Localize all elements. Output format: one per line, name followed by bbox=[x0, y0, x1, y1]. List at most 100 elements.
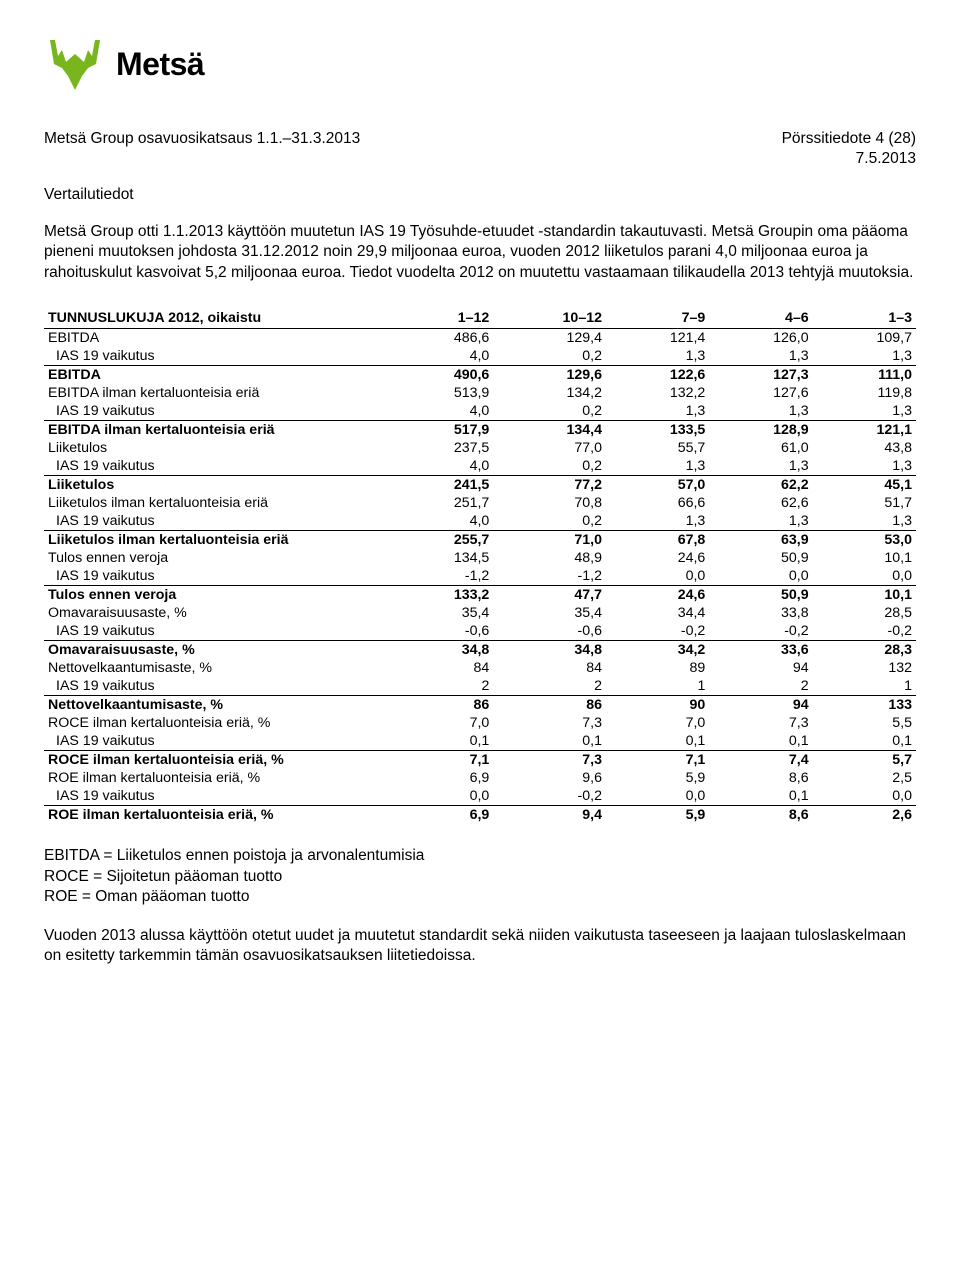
row-value: 0,1 bbox=[493, 732, 606, 751]
col-header: 1–3 bbox=[813, 309, 916, 329]
row-value: 241,5 bbox=[390, 476, 493, 495]
row-value: 94 bbox=[709, 696, 812, 715]
row-value: 9,4 bbox=[493, 806, 606, 825]
table-row: Tulos ennen veroja134,548,924,650,910,1 bbox=[44, 549, 916, 567]
table-row: IAS 19 vaikutus22121 bbox=[44, 677, 916, 696]
row-label: Liiketulos bbox=[44, 476, 390, 495]
document-header-row: Metsä Group osavuosikatsaus 1.1.–31.3.20… bbox=[44, 130, 916, 148]
row-label: IAS 19 vaikutus bbox=[44, 677, 390, 696]
logo: Metsä bbox=[44, 38, 916, 90]
row-value: 8,6 bbox=[709, 806, 812, 825]
row-value: 33,8 bbox=[709, 604, 812, 622]
row-label: ROCE ilman kertaluonteisia eriä, % bbox=[44, 751, 390, 770]
row-value: 0,1 bbox=[709, 732, 812, 751]
row-value: 10,1 bbox=[813, 586, 916, 605]
table-row: ROCE ilman kertaluonteisia eriä, %7,17,3… bbox=[44, 751, 916, 770]
row-value: 1,3 bbox=[709, 457, 812, 476]
row-value: 7,3 bbox=[709, 714, 812, 732]
row-label: ROCE ilman kertaluonteisia eriä, % bbox=[44, 714, 390, 732]
row-value: 486,6 bbox=[390, 329, 493, 348]
row-label: Liiketulos bbox=[44, 439, 390, 457]
row-label: Omavaraisuusaste, % bbox=[44, 641, 390, 660]
row-value: 5,9 bbox=[606, 806, 709, 825]
table-row: Omavaraisuusaste, %34,834,834,233,628,3 bbox=[44, 641, 916, 660]
row-value: 132 bbox=[813, 659, 916, 677]
row-value: 57,0 bbox=[606, 476, 709, 495]
row-value: 111,0 bbox=[813, 366, 916, 385]
row-label: Liiketulos ilman kertaluonteisia eriä bbox=[44, 531, 390, 550]
row-label: ROE ilman kertaluonteisia eriä, % bbox=[44, 806, 390, 825]
row-value: 0,2 bbox=[493, 512, 606, 531]
table-row: ROE ilman kertaluonteisia eriä, %6,99,65… bbox=[44, 769, 916, 787]
table-row: Liiketulos241,577,257,062,245,1 bbox=[44, 476, 916, 495]
row-value: 89 bbox=[606, 659, 709, 677]
table-row: IAS 19 vaikutus4,00,21,31,31,3 bbox=[44, 347, 916, 366]
row-label: IAS 19 vaikutus bbox=[44, 402, 390, 421]
row-value: 132,2 bbox=[606, 384, 709, 402]
table-row: IAS 19 vaikutus0,10,10,10,10,1 bbox=[44, 732, 916, 751]
row-label: IAS 19 vaikutus bbox=[44, 457, 390, 476]
row-value: 0,0 bbox=[709, 567, 812, 586]
row-value: -1,2 bbox=[493, 567, 606, 586]
row-value: 77,2 bbox=[493, 476, 606, 495]
row-value: 134,5 bbox=[390, 549, 493, 567]
row-value: 2 bbox=[493, 677, 606, 696]
row-value: 490,6 bbox=[390, 366, 493, 385]
document-date: 7.5.2013 bbox=[44, 150, 916, 168]
row-value: 24,6 bbox=[606, 549, 709, 567]
table-row: IAS 19 vaikutus0,0-0,20,00,10,0 bbox=[44, 787, 916, 806]
row-value: 45,1 bbox=[813, 476, 916, 495]
row-value: 48,9 bbox=[493, 549, 606, 567]
row-value: 119,8 bbox=[813, 384, 916, 402]
row-value: -0,6 bbox=[390, 622, 493, 641]
row-value: 1,3 bbox=[709, 402, 812, 421]
row-value: 34,8 bbox=[493, 641, 606, 660]
row-value: 133,2 bbox=[390, 586, 493, 605]
row-value: 1,3 bbox=[709, 512, 812, 531]
row-value: 6,9 bbox=[390, 769, 493, 787]
row-value: 6,9 bbox=[390, 806, 493, 825]
row-label: Nettovelkaantumisaste, % bbox=[44, 659, 390, 677]
row-value: 7,0 bbox=[606, 714, 709, 732]
row-value: 28,3 bbox=[813, 641, 916, 660]
row-value: 84 bbox=[493, 659, 606, 677]
definitions: EBITDA = Liiketulos ennen poistoja ja ar… bbox=[44, 846, 916, 907]
table-row: IAS 19 vaikutus-1,2-1,20,00,00,0 bbox=[44, 567, 916, 586]
row-value: 4,0 bbox=[390, 457, 493, 476]
row-value: 86 bbox=[493, 696, 606, 715]
table-row: Liiketulos ilman kertaluonteisia eriä251… bbox=[44, 494, 916, 512]
row-value: 126,0 bbox=[709, 329, 812, 348]
row-value: 121,1 bbox=[813, 421, 916, 440]
row-value: 237,5 bbox=[390, 439, 493, 457]
table-header-row: TUNNUSLUKUJA 2012, oikaistu 1–12 10–12 7… bbox=[44, 309, 916, 329]
section-heading: Vertailutiedot bbox=[44, 186, 916, 204]
row-value: 5,5 bbox=[813, 714, 916, 732]
row-value: 0,2 bbox=[493, 347, 606, 366]
table-row: EBITDA ilman kertaluonteisia eriä517,913… bbox=[44, 421, 916, 440]
document-meta: Pörssitiedote 4 (28) bbox=[782, 130, 916, 148]
row-value: 129,6 bbox=[493, 366, 606, 385]
row-label: Omavaraisuusaste, % bbox=[44, 604, 390, 622]
row-value: 7,3 bbox=[493, 714, 606, 732]
row-label: EBITDA ilman kertaluonteisia eriä bbox=[44, 421, 390, 440]
document-title: Metsä Group osavuosikatsaus 1.1.–31.3.20… bbox=[44, 130, 360, 148]
table-row: Nettovelkaantumisaste, %86869094133 bbox=[44, 696, 916, 715]
row-value: -0,6 bbox=[493, 622, 606, 641]
row-value: 34,4 bbox=[606, 604, 709, 622]
table-row: Nettovelkaantumisaste, %84848994132 bbox=[44, 659, 916, 677]
key-figures-table: TUNNUSLUKUJA 2012, oikaistu 1–12 10–12 7… bbox=[44, 309, 916, 824]
row-value: 1,3 bbox=[813, 402, 916, 421]
row-value: 0,1 bbox=[390, 732, 493, 751]
definition-line: ROCE = Sijoitetun pääoman tuotto bbox=[44, 867, 916, 887]
row-value: 10,1 bbox=[813, 549, 916, 567]
row-value: 1 bbox=[606, 677, 709, 696]
row-value: 1,3 bbox=[709, 347, 812, 366]
row-value: 134,4 bbox=[493, 421, 606, 440]
row-value: 55,7 bbox=[606, 439, 709, 457]
table-row: Liiketulos ilman kertaluonteisia eriä255… bbox=[44, 531, 916, 550]
row-value: 50,9 bbox=[709, 549, 812, 567]
row-value: 0,0 bbox=[606, 567, 709, 586]
row-value: 0,0 bbox=[813, 787, 916, 806]
row-value: 127,3 bbox=[709, 366, 812, 385]
row-value: 90 bbox=[606, 696, 709, 715]
